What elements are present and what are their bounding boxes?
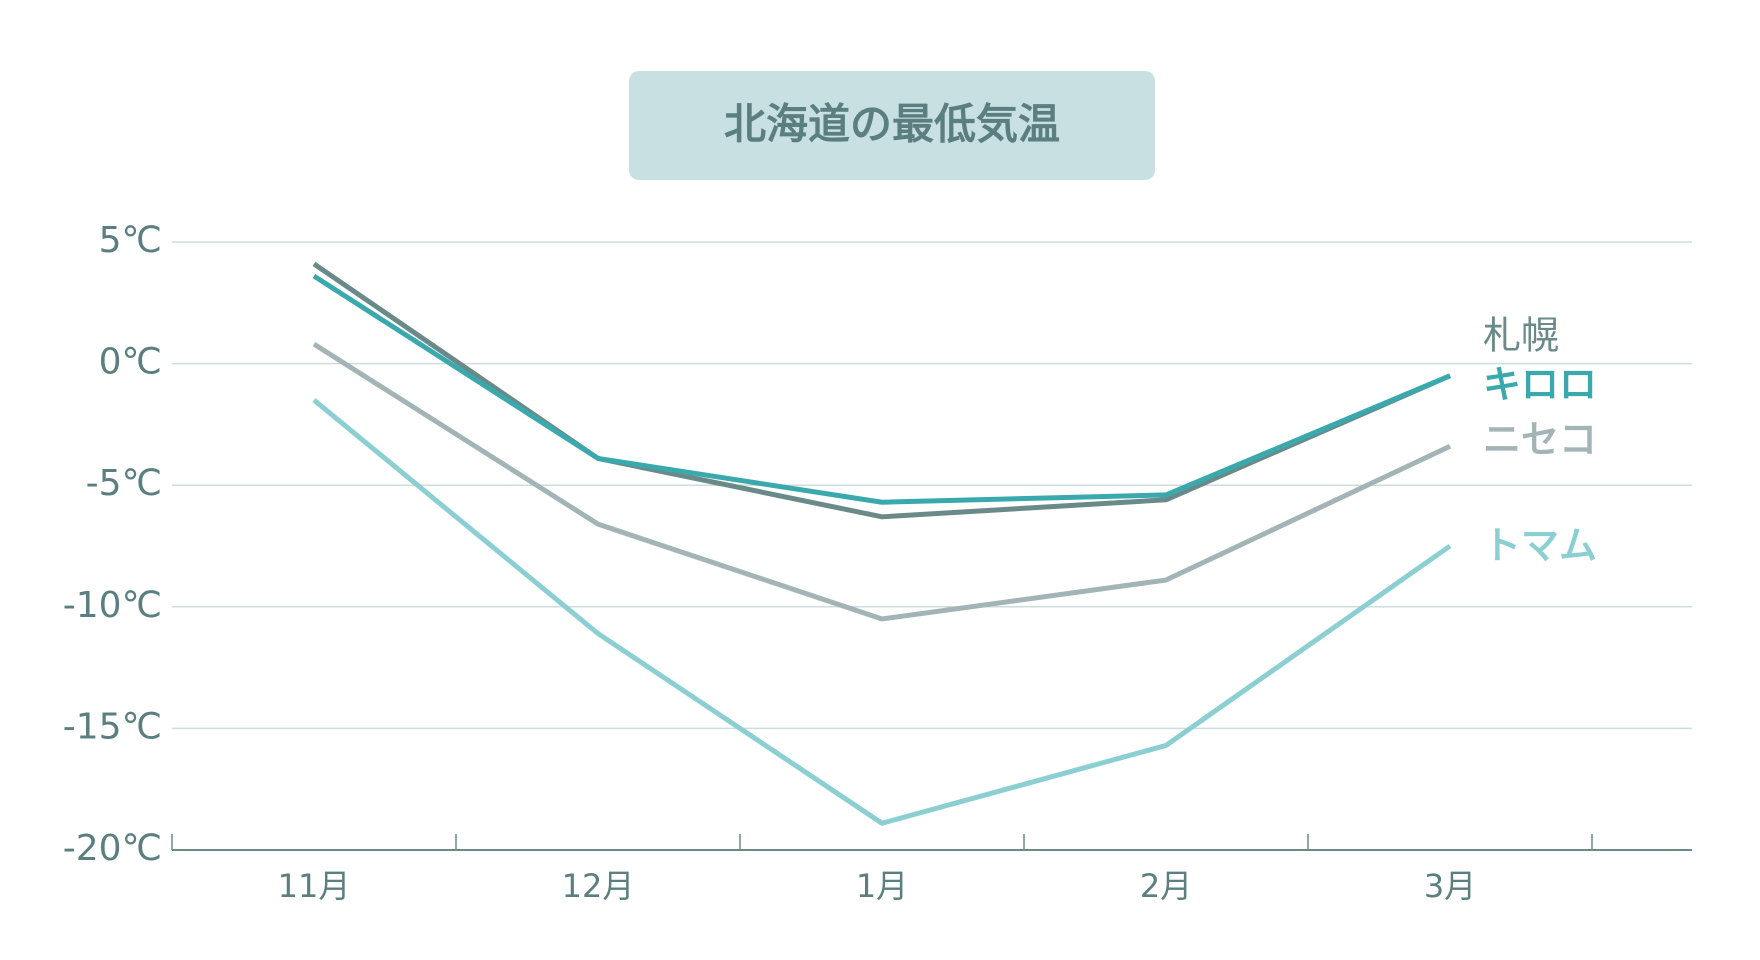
x-tick-label: 11月 [278, 867, 351, 905]
legend-label: ニセコ [1483, 418, 1597, 462]
x-tick-label: 12月 [562, 867, 635, 905]
line-series [312, 261, 1452, 520]
y-tick-label: 5℃ [99, 220, 162, 261]
title-box [629, 71, 1155, 180]
x-tick-label: 1月 [856, 867, 908, 905]
y-tick-label: -10℃ [63, 585, 162, 626]
line-series [312, 342, 1452, 622]
legend-label: キロロ [1483, 363, 1597, 407]
line-series [312, 273, 1451, 505]
y-tick-label: -20℃ [63, 828, 162, 869]
x-tick-label: 3月 [1424, 867, 1476, 905]
y-tick-label: -5℃ [86, 463, 162, 504]
chart-title: 北海道の最低気温 [724, 100, 1060, 149]
y-tick-label: 0℃ [99, 342, 162, 383]
x-tick-label: 2月 [1140, 867, 1192, 905]
legend-label: トマム [1483, 524, 1597, 568]
y-tick-label: -15℃ [63, 706, 162, 747]
line-series [312, 398, 1452, 826]
legend-label: 札幌 [1483, 314, 1559, 358]
